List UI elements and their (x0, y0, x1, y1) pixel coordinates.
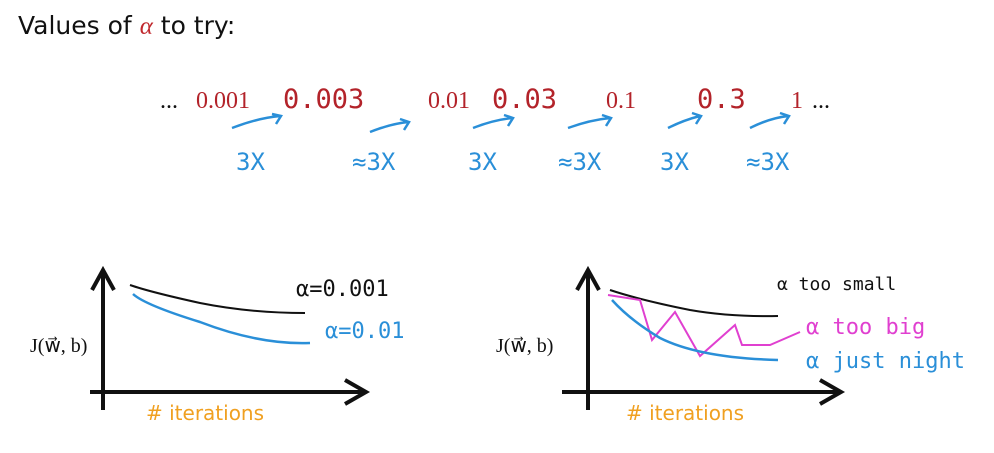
ellipsis: ... (160, 88, 178, 114)
arrows (231, 111, 791, 134)
alpha-value: 1 (791, 88, 803, 114)
y-label: J(w⃗, b) (30, 335, 87, 357)
x-label: # iterations (146, 401, 264, 425)
alpha-value: 0.1 (606, 88, 636, 114)
multiplier: ≈3X (746, 148, 790, 176)
curve (132, 293, 311, 345)
alpha-value: 0.3 (697, 84, 746, 115)
curve-label: α too big (806, 315, 925, 340)
plot-right: J(w⃗, b) # iterations α too small α too … (496, 265, 965, 425)
multipliers: 3X ≈3X 3X ≈3X 3X ≈3X (236, 148, 790, 176)
plot-left: J(w⃗, b) # iterations α=0.001 α=0.01 (30, 265, 404, 425)
axes (90, 265, 371, 410)
axes (562, 265, 846, 410)
title-text: Values of (18, 11, 133, 40)
multiplier: 3X (660, 148, 689, 176)
alpha-value: 0.01 (428, 88, 470, 114)
title-symbol: α (140, 13, 154, 40)
curve-label: α too small (777, 274, 896, 295)
title-text: to try: (161, 11, 236, 40)
curve (609, 289, 779, 318)
multiplier: 3X (236, 148, 265, 176)
curve (611, 299, 779, 362)
ellipsis: ... (812, 88, 830, 114)
multiplier: ≈3X (352, 148, 396, 176)
alpha-value: 0.003 (283, 84, 364, 115)
y-label: J(w⃗, b) (496, 335, 553, 357)
curve-label: α=0.01 (325, 319, 404, 344)
curve-label: α=0.001 (296, 277, 389, 302)
curve-label: α just night (806, 349, 965, 374)
multiplier: 3X (468, 148, 497, 176)
curve (607, 294, 801, 358)
x-label: # iterations (626, 401, 744, 425)
curve (129, 284, 306, 314)
multiplier: ≈3X (558, 148, 602, 176)
sequence: ... 0.001 0.003 0.01 0.03 0.1 0.3 1 ... (160, 84, 830, 115)
title: Values of α to try: (18, 11, 235, 40)
alpha-value: 0.001 (196, 88, 250, 114)
alpha-value: 0.03 (492, 84, 557, 115)
